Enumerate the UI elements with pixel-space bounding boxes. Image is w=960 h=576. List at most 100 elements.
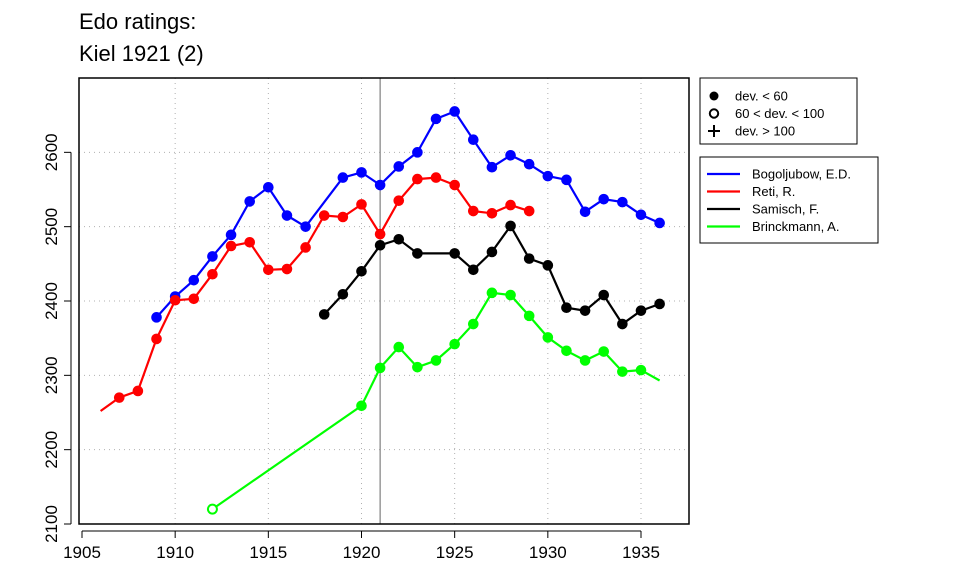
data-point — [505, 220, 516, 232]
data-point — [393, 161, 405, 172]
data-point — [449, 179, 460, 191]
data-point — [486, 246, 498, 258]
marker-legend-label: dev. < 60 — [735, 89, 788, 104]
marker-legend: dev. < 60 60 < dev. < 100 dev. > 100 — [699, 77, 858, 145]
data-point — [430, 113, 442, 125]
data-point — [468, 134, 479, 145]
series-1 — [99, 172, 535, 412]
data-point — [449, 248, 460, 259]
data-point — [430, 355, 442, 366]
data-point — [113, 392, 125, 403]
data-point — [244, 236, 255, 248]
data-point — [579, 355, 591, 366]
data-point — [468, 205, 479, 217]
series-3 — [206, 287, 661, 515]
data-point — [635, 364, 647, 376]
data-point — [207, 268, 218, 280]
data-point — [505, 199, 516, 211]
x-tick-label: 1925 — [436, 543, 474, 562]
y-tick-label: 2100 — [42, 505, 61, 543]
x-tick-label: 1920 — [343, 543, 381, 562]
y-tick-label: 2500 — [42, 208, 61, 246]
series-legend-label: Samisch, F. — [752, 202, 819, 217]
data-point — [356, 199, 367, 210]
data-point — [617, 366, 628, 377]
data-point — [449, 106, 460, 117]
data-point — [393, 234, 405, 245]
data-point — [617, 196, 628, 208]
chart-title-line-2: Kiel 1921 (2) — [79, 41, 204, 66]
series-0 — [151, 106, 665, 323]
data-point — [412, 248, 423, 259]
marker-legend-box — [699, 77, 858, 145]
data-point — [617, 318, 628, 330]
x-axis: 1905 1910 1915 1920 1925 1930 1935 — [63, 530, 660, 562]
data-point — [132, 385, 144, 397]
data-point — [300, 221, 311, 232]
data-point — [542, 170, 554, 182]
data-point — [374, 239, 386, 251]
data-point — [523, 158, 535, 170]
data-point — [635, 209, 647, 221]
data-point — [579, 305, 591, 316]
x-tick-label: 1930 — [529, 543, 567, 562]
series-legend-label: Reti, R. — [752, 184, 795, 199]
y-axis: 2100 2200 2300 2400 2500 2600 — [42, 133, 72, 543]
data-point — [542, 332, 554, 343]
data-point — [486, 287, 498, 299]
data-point — [486, 161, 498, 173]
data-point — [263, 264, 274, 276]
data-point — [449, 338, 460, 350]
data-point — [151, 333, 162, 345]
data-point — [635, 305, 647, 316]
series-line — [211, 291, 661, 511]
data-point — [523, 253, 535, 264]
data-point — [207, 251, 218, 262]
data-point — [263, 181, 274, 193]
data-point — [374, 179, 386, 191]
data-point — [393, 341, 405, 353]
data-point — [374, 362, 386, 374]
x-tick-label: 1935 — [622, 543, 660, 562]
y-tick-label: 2300 — [42, 356, 61, 394]
data-point — [356, 400, 367, 412]
data-point — [561, 174, 572, 186]
data-point — [318, 210, 330, 221]
data-point — [412, 173, 423, 185]
data-point — [151, 312, 162, 323]
data-point — [523, 205, 535, 217]
series-legend-label: Brinckmann, A. — [752, 219, 839, 234]
y-tick-label: 2200 — [42, 431, 61, 469]
data-point — [337, 211, 349, 223]
data-point-open — [206, 503, 218, 515]
data-point — [225, 240, 237, 252]
x-tick-label: 1910 — [156, 543, 194, 562]
data-point — [561, 302, 572, 313]
data-point — [505, 150, 516, 161]
data-point — [244, 196, 255, 207]
data-point — [598, 193, 610, 205]
x-tick-label: 1915 — [249, 543, 287, 562]
plot-frame — [78, 77, 690, 525]
data-point — [318, 309, 330, 320]
series-legend-box — [699, 156, 879, 244]
data-point — [169, 294, 181, 306]
data-point — [300, 242, 311, 253]
data-point — [523, 310, 535, 322]
data-point — [393, 195, 405, 206]
data-point — [337, 172, 349, 183]
data-point — [412, 361, 423, 373]
marker-legend-label: dev. > 100 — [735, 124, 795, 139]
data-point — [430, 172, 442, 183]
data-point — [654, 298, 665, 310]
data-point — [598, 346, 610, 357]
data-point — [225, 229, 237, 241]
series-legend-label: Bogoljubow, E.D. — [752, 167, 851, 182]
data-point — [486, 207, 498, 219]
data-point — [505, 289, 516, 301]
data-point — [356, 265, 367, 277]
legend-marker-open — [708, 108, 720, 119]
data-point — [579, 206, 591, 218]
legend-marker-filled — [709, 91, 719, 101]
